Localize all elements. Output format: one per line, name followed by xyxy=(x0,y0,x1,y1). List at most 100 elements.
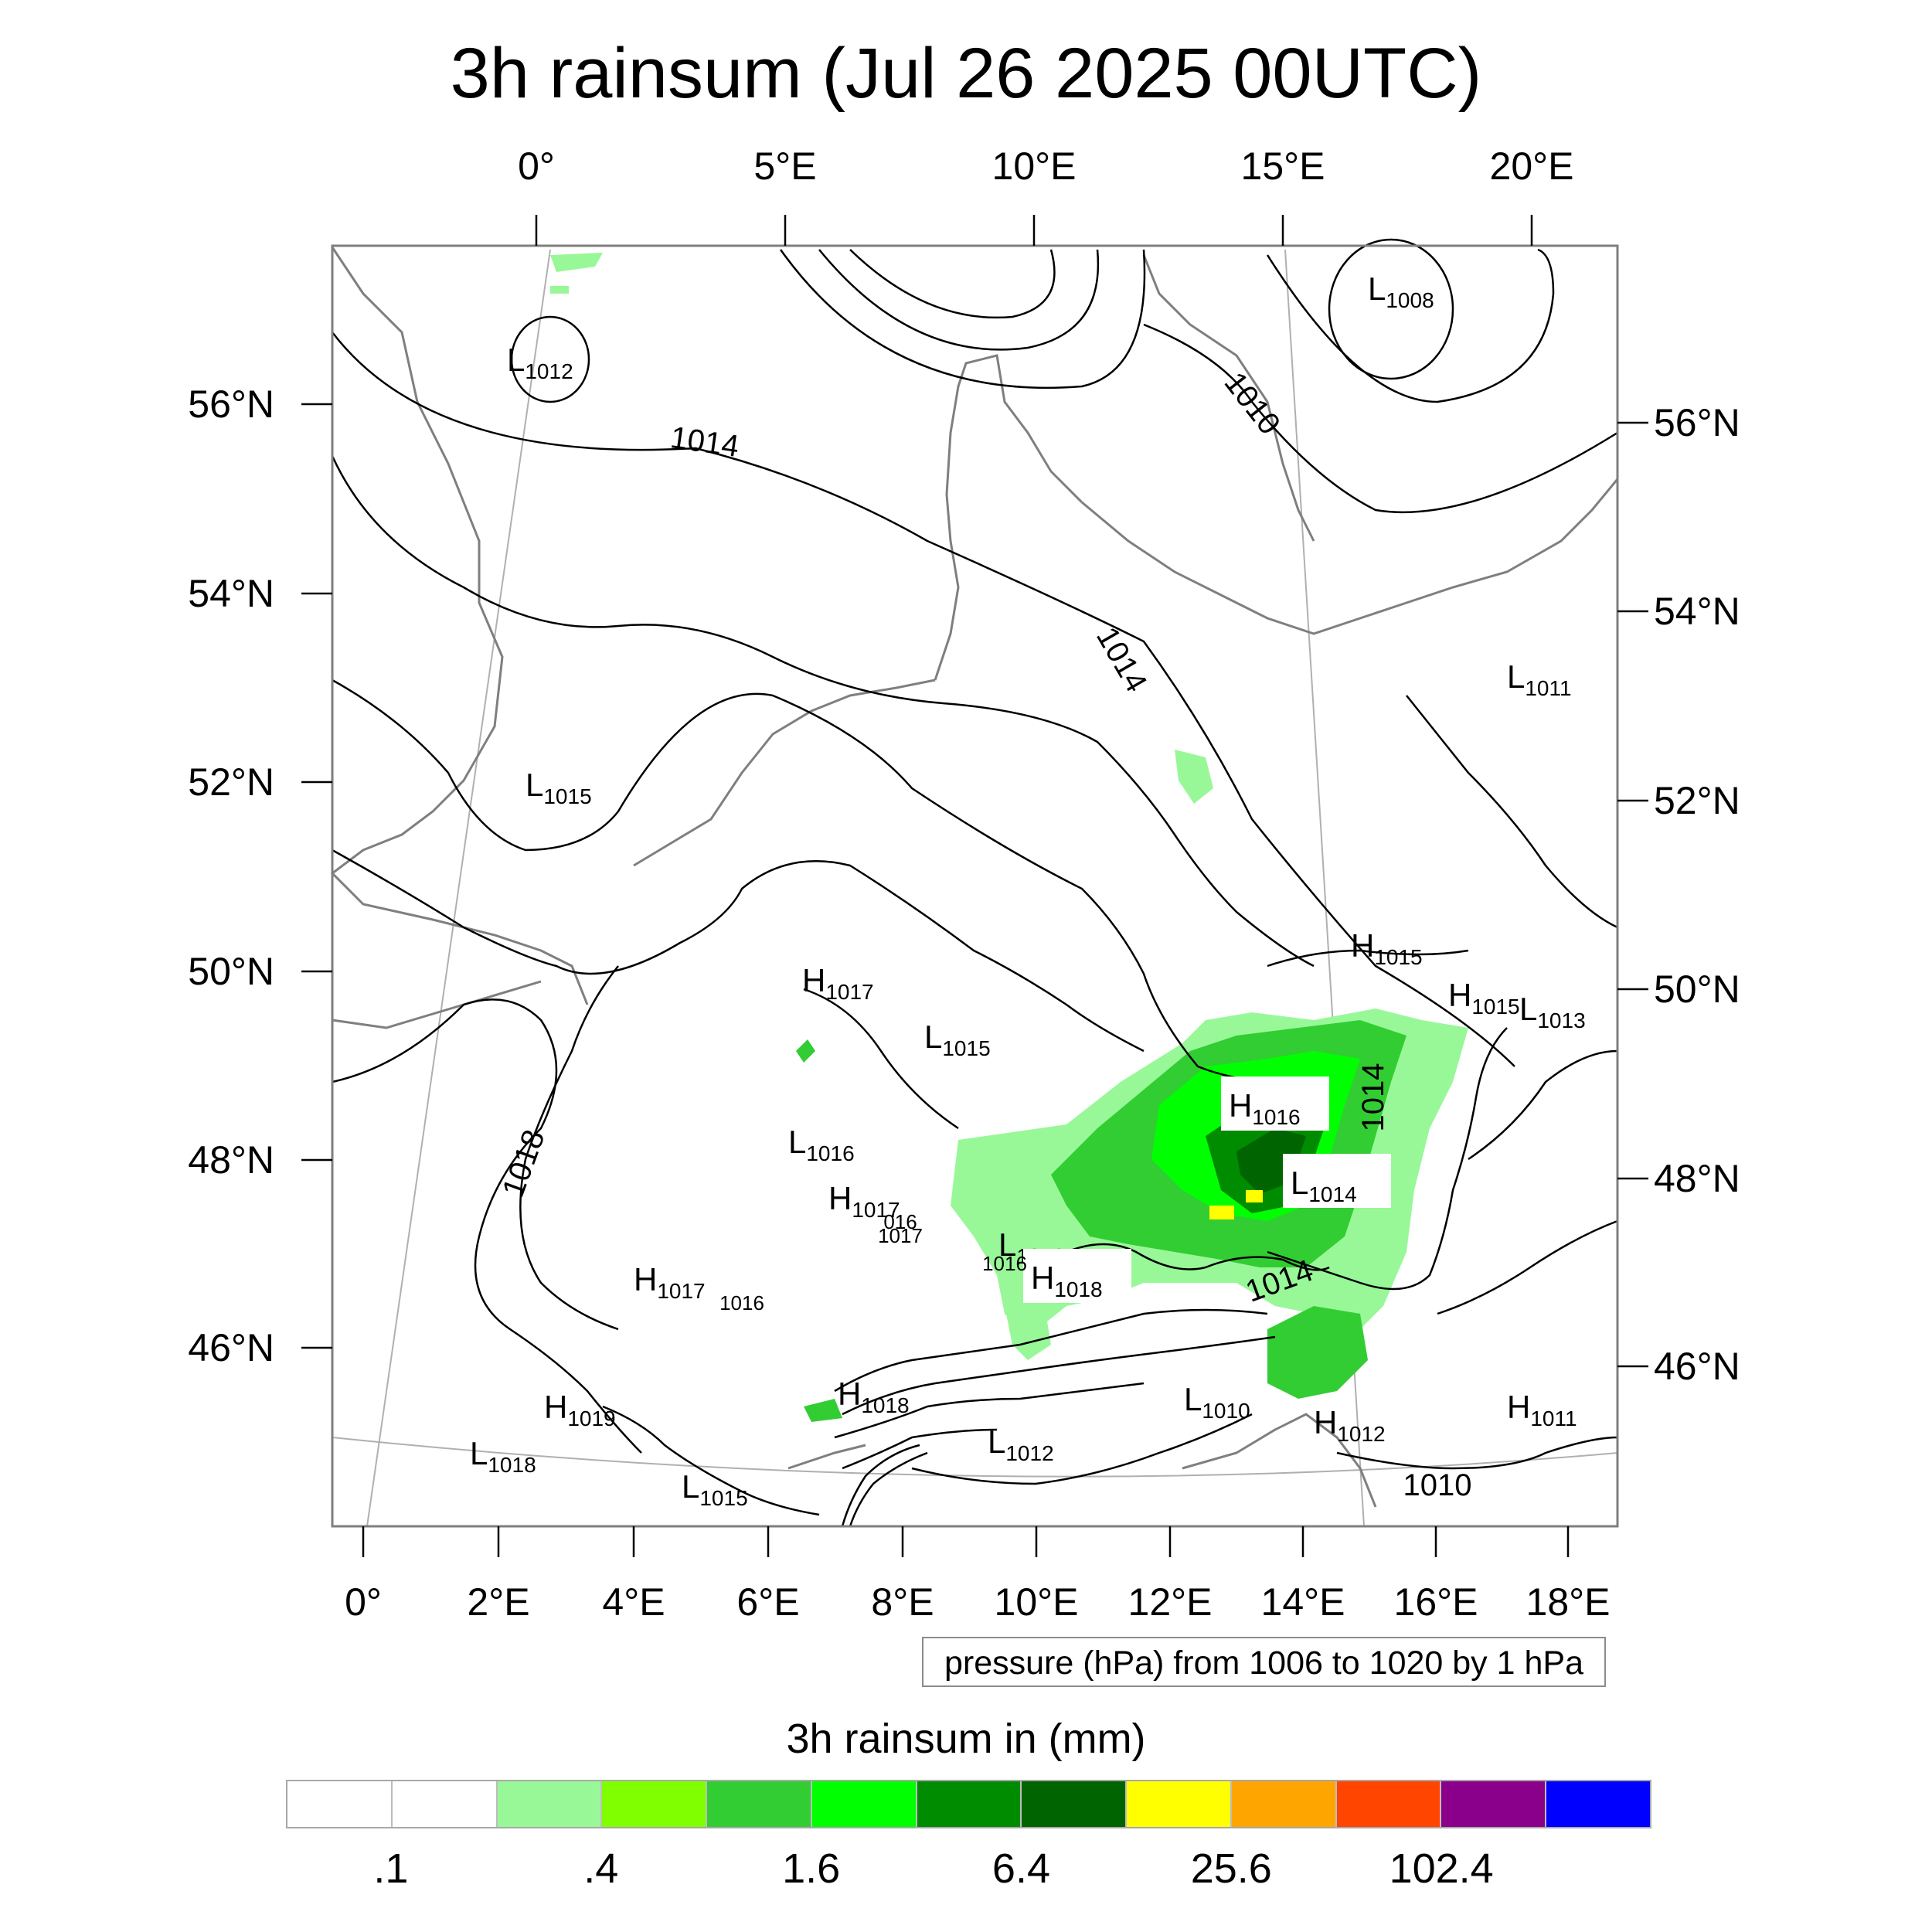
pressure-center-low: L1015 xyxy=(526,767,592,808)
coast-denmark xyxy=(934,354,1083,681)
colorbar-cell xyxy=(707,1781,812,1827)
axis-label-left: 50°N xyxy=(188,950,274,993)
pressure-center-high: H1012 xyxy=(1314,1404,1386,1446)
coast-britain-south xyxy=(332,980,542,1029)
svg-text:1017: 1017 xyxy=(878,1224,923,1247)
svg-text:H1015: H1015 xyxy=(1448,977,1520,1019)
axis-label-right: 54°N xyxy=(1654,590,1740,633)
isobar-value-label: 1017 xyxy=(878,1224,923,1247)
isobar-value-label: 1018 xyxy=(496,1125,552,1202)
axis-label-bottom: 18°E xyxy=(1526,1580,1611,1624)
coast-sweden xyxy=(1142,254,1315,542)
isobar-h1017 xyxy=(803,988,959,1130)
svg-text:H1015: H1015 xyxy=(1351,927,1423,969)
axis-label-right: 56°N xyxy=(1654,401,1740,444)
rain-patch-nw2 xyxy=(550,286,569,294)
axis-label-right: 46°N xyxy=(1654,1345,1740,1388)
pressure-center-high: H1015 xyxy=(1448,977,1520,1019)
rain-patch-west xyxy=(796,1039,815,1063)
colorbar-label: .4 xyxy=(583,1845,619,1892)
isobar-east-3 xyxy=(1437,1219,1618,1315)
svg-text:L1015: L1015 xyxy=(924,1019,991,1060)
isobar-east-1 xyxy=(1406,695,1618,929)
isobar-high-north-1 xyxy=(849,249,1056,319)
isobar-alps-5 xyxy=(841,1444,920,1527)
pressure-center-low: L1008 xyxy=(1368,270,1434,312)
page-title: 3h rainsum (Jul 26 2025 00UTC) xyxy=(450,34,1482,113)
axis-label-left: 52°N xyxy=(188,760,274,804)
svg-text:L1014: L1014 xyxy=(1291,1165,1357,1206)
colorbar-cell xyxy=(602,1781,708,1827)
isobar-value-label: 016 xyxy=(883,1210,917,1233)
svg-text:1014: 1014 xyxy=(1090,621,1154,698)
colorbar-cell xyxy=(1441,1781,1547,1827)
isobar-1017-west xyxy=(519,965,619,1331)
svg-text:H1017: H1017 xyxy=(634,1261,706,1303)
isobar-alps-6 xyxy=(849,1451,928,1527)
pressure-center-high: H1018 xyxy=(838,1376,910,1417)
pressure-center-high: H1017 xyxy=(828,1180,900,1222)
axis-label-bottom: 14°E xyxy=(1260,1580,1345,1624)
svg-text:L1013: L1013 xyxy=(1519,991,1586,1032)
axis-label-top: 10°E xyxy=(992,145,1077,188)
svg-text:L1018: L1018 xyxy=(470,1435,536,1477)
svg-text:L1012: L1012 xyxy=(507,342,573,383)
pressure-center-low: L1013 xyxy=(1519,991,1586,1032)
coast-lowcountries xyxy=(633,679,936,867)
colorbar-label: .1 xyxy=(373,1845,409,1892)
axis-label-top: 15°E xyxy=(1240,145,1325,188)
pressure-center-high: H1015 xyxy=(1351,927,1423,969)
rain-patch-north xyxy=(1175,750,1213,804)
axis-label-bottom: 16°E xyxy=(1393,1580,1478,1624)
isobar-alps-1 xyxy=(834,1308,1268,1393)
svg-text:H1019: H1019 xyxy=(544,1389,616,1430)
axis-label-top: 0° xyxy=(518,145,555,188)
isobar-1010-north xyxy=(1143,323,1618,514)
pressure-center-high: H1017 xyxy=(802,962,874,1004)
svg-text:1014: 1014 xyxy=(1356,1063,1390,1132)
isobar-value-label: 1016 xyxy=(982,1252,1027,1275)
colorbar-label: 6.4 xyxy=(992,1845,1050,1892)
tick-marks xyxy=(301,215,1648,1557)
colorbar xyxy=(286,1780,1651,1828)
colorbar-cell xyxy=(497,1781,603,1827)
colorbar-cell xyxy=(287,1781,393,1827)
isobar-value-label: 1010 xyxy=(1403,1468,1472,1502)
pressure-center-low: L1015 xyxy=(924,1019,991,1060)
axis-label-bottom: 0° xyxy=(345,1580,382,1624)
svg-text:L1015: L1015 xyxy=(682,1468,748,1510)
colorbar-cell xyxy=(392,1781,498,1827)
map-frame xyxy=(331,244,1619,1528)
isobar-alps-2 xyxy=(842,1335,1276,1416)
svg-text:H1017: H1017 xyxy=(828,1180,900,1222)
svg-text:L1008: L1008 xyxy=(1368,270,1434,312)
isobar-value-label: 1014 xyxy=(1356,1063,1390,1132)
parallel-45n xyxy=(332,1437,1618,1478)
isobar-south-west xyxy=(602,1405,820,1516)
isobar-south-1010 xyxy=(1336,1436,1618,1470)
colorbar-cell xyxy=(1022,1781,1128,1827)
pressure-center-low: L1014 xyxy=(1283,1154,1391,1208)
coast-baltic xyxy=(1081,478,1619,635)
isobar-1014-north xyxy=(332,332,1515,1067)
axis-label-bottom: 10°E xyxy=(994,1580,1079,1624)
axis-label-left: 48°N xyxy=(188,1138,274,1182)
isobar-east-2 xyxy=(1468,1049,1618,1161)
svg-text:H1018: H1018 xyxy=(838,1376,910,1417)
colorbar-cell xyxy=(1336,1781,1442,1827)
colorbar-cell xyxy=(1127,1781,1232,1827)
svg-text:L1012: L1012 xyxy=(988,1423,1054,1465)
pressure-center-low: L1015 xyxy=(682,1468,748,1510)
pressure-note: pressure (hPa) from 1006 to 1020 by 1 hP… xyxy=(922,1637,1606,1687)
pressure-center-high: H1018 xyxy=(1023,1249,1131,1303)
rain-patch-ch xyxy=(1005,1298,1051,1360)
pressure-center-low: L1010 xyxy=(1184,1381,1250,1423)
isobar-po xyxy=(911,1413,1253,1485)
axis-label-bottom: 12°E xyxy=(1128,1580,1213,1624)
axis-label-top: 5°E xyxy=(753,145,817,188)
isobar-high-north-3 xyxy=(779,249,1146,389)
svg-text:H1017: H1017 xyxy=(802,962,874,1004)
axis-label-bottom: 2°E xyxy=(467,1580,530,1624)
